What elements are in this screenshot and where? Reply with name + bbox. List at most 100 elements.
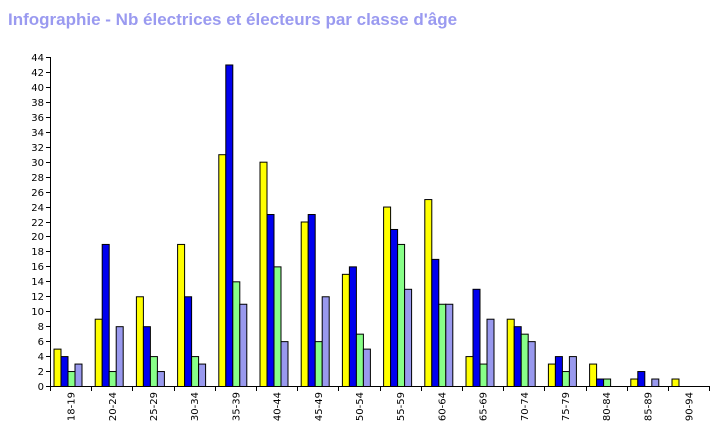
bar-35-39-s2 (225, 64, 234, 388)
bar-60-64-s1 (424, 199, 433, 387)
bar-65-69-s1 (465, 356, 474, 388)
bar-35-39-s1 (218, 154, 227, 387)
bar-20-24-s1 (94, 318, 103, 388)
bar-25-29-s3 (149, 356, 158, 388)
bar-50-54-s3 (355, 333, 364, 387)
bar-70-74-s1 (506, 318, 515, 388)
bar-40-44-s2 (266, 214, 275, 387)
bar-40-44-s3 (273, 266, 282, 388)
x-tick-label-70-74: 70-74 (520, 392, 531, 421)
y-tick-label: 30 (31, 158, 44, 169)
bar-30-34-s4 (198, 363, 207, 387)
axes-layer: 0246810121416182022242628303234363840424… (31, 53, 710, 421)
x-tick-label-20-24: 20-24 (108, 392, 119, 421)
bar-25-29-s1 (135, 296, 144, 388)
bar-80-84-s1 (589, 363, 598, 387)
y-tick-label: 36 (31, 113, 44, 124)
bar-50-54-s2 (348, 266, 357, 388)
y-tick-label: 8 (38, 322, 44, 333)
bar-55-59-s3 (397, 243, 406, 387)
bar-85-89-s2 (637, 371, 646, 387)
y-tick-label: 34 (31, 128, 44, 139)
bar-55-59-s4 (404, 288, 413, 387)
chart-title: Infographie - Nb électrices et électeurs… (8, 10, 458, 29)
x-tick-label-60-64: 60-64 (437, 392, 448, 421)
bar-25-29-s4 (156, 371, 165, 387)
y-tick-label: 42 (31, 68, 44, 79)
x-tick-label-80-84: 80-84 (602, 392, 613, 421)
x-tick-label-25-29: 25-29 (149, 392, 160, 421)
bar-60-64-s2 (431, 258, 440, 387)
bar-35-39-s4 (239, 303, 248, 387)
y-tick-label: 28 (31, 173, 44, 184)
bar-18-19-s3 (67, 371, 76, 387)
x-tick-label-45-49: 45-49 (314, 392, 325, 421)
x-tick-label-35-39: 35-39 (231, 392, 242, 421)
y-tick-label: 26 (31, 188, 44, 199)
y-tick-label: 20 (31, 232, 44, 243)
bar-55-59-s1 (383, 206, 392, 387)
bar-70-74-s2 (513, 326, 522, 388)
x-tick-label-50-54: 50-54 (355, 392, 366, 421)
x-tick-label-90-94: 90-94 (685, 392, 696, 421)
bar-25-29-s2 (142, 326, 151, 388)
bar-75-79-s3 (561, 371, 570, 387)
y-tick-label: 44 (31, 53, 44, 64)
y-tick-label: 16 (31, 262, 44, 273)
bar-65-69-s3 (479, 363, 488, 387)
bar-65-69-s4 (486, 318, 495, 388)
bar-80-84-s3 (603, 378, 612, 388)
bar-85-89-s1 (630, 378, 639, 388)
x-tick-label-85-89: 85-89 (643, 392, 654, 421)
bar-75-79-s4 (568, 356, 577, 388)
bar-30-34-s3 (191, 356, 200, 388)
x-tick-label-30-34: 30-34 (190, 392, 201, 421)
bars-layer (53, 64, 680, 388)
bar-18-19-s1 (53, 348, 62, 388)
y-tick-label: 38 (31, 98, 44, 109)
bar-40-44-s1 (259, 161, 268, 387)
bar-20-24-s4 (115, 326, 124, 388)
x-tick-label-75-79: 75-79 (561, 392, 572, 421)
bar-85-89-s4 (651, 378, 660, 388)
bar-55-59-s2 (390, 228, 399, 387)
bar-65-69-s2 (472, 288, 481, 387)
bar-60-64-s3 (438, 303, 447, 387)
y-tick-label: 12 (31, 292, 44, 303)
y-tick-label: 0 (38, 382, 44, 393)
y-tick-label: 24 (31, 203, 44, 214)
bar-70-74-s3 (520, 333, 529, 387)
bar-80-84-s2 (596, 378, 605, 388)
bar-30-34-s1 (177, 243, 186, 387)
bar-45-49-s1 (300, 221, 309, 387)
bar-75-79-s1 (547, 363, 556, 387)
bar-18-19-s2 (60, 356, 69, 388)
bar-70-74-s4 (527, 341, 536, 387)
x-tick-label-18-19: 18-19 (67, 392, 78, 421)
bar-40-44-s4 (280, 341, 289, 387)
bar-45-49-s4 (321, 296, 330, 388)
bar-45-49-s3 (314, 341, 323, 387)
y-tick-label: 18 (31, 247, 44, 258)
x-tick-label-55-59: 55-59 (396, 392, 407, 421)
y-tick-label: 10 (31, 307, 44, 318)
bar-90-94-s1 (671, 378, 680, 388)
y-tick-label: 14 (31, 277, 44, 288)
bar-45-49-s2 (307, 214, 316, 387)
bar-18-19-s4 (74, 363, 83, 387)
bar-60-64-s4 (445, 303, 454, 387)
y-tick-label: 2 (38, 367, 44, 378)
bar-30-34-s2 (184, 296, 193, 388)
y-tick-label: 6 (38, 337, 44, 348)
bar-50-54-s4 (362, 348, 371, 388)
bar-20-24-s2 (101, 243, 110, 387)
y-tick-label: 22 (31, 218, 44, 229)
y-tick-label: 4 (38, 352, 44, 363)
bar-75-79-s2 (554, 356, 563, 388)
y-tick-label: 40 (31, 83, 44, 94)
bar-20-24-s3 (108, 371, 117, 387)
bar-35-39-s3 (232, 281, 241, 387)
y-tick-label: 32 (31, 143, 44, 154)
x-tick-label-65-69: 65-69 (479, 392, 490, 421)
